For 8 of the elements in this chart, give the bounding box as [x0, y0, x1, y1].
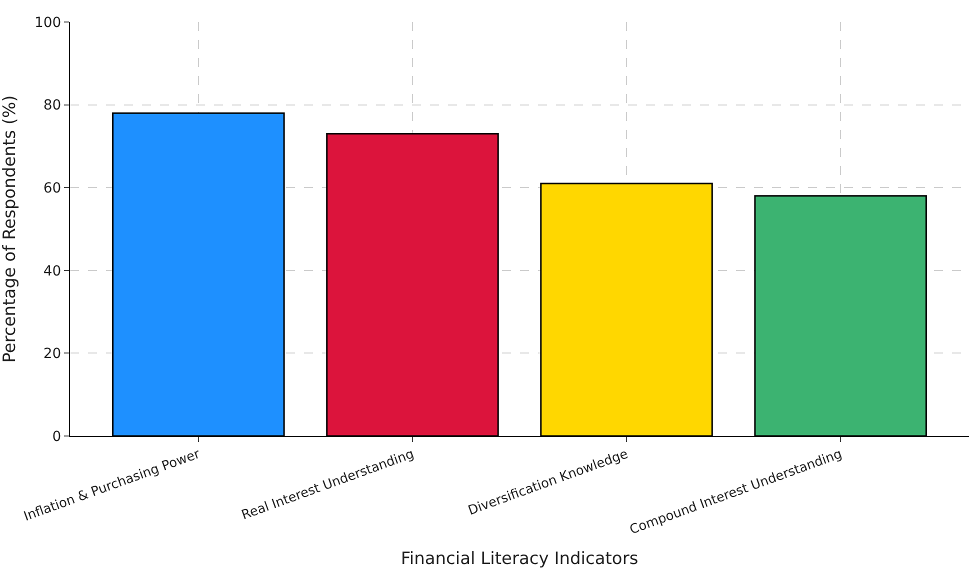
x-axis-title: Financial Literacy Indicators: [400, 549, 638, 570]
y-tick-label: 100: [34, 14, 62, 31]
y-tick-label: 40: [43, 263, 62, 280]
y-tick-label: 0: [52, 428, 62, 445]
y-tick-label: 80: [43, 98, 62, 114]
y-tick-label: 60: [43, 180, 62, 196]
y-axis-title: Percentage of Respondents (%): [0, 95, 20, 363]
y-tick-label: 20: [43, 346, 62, 362]
